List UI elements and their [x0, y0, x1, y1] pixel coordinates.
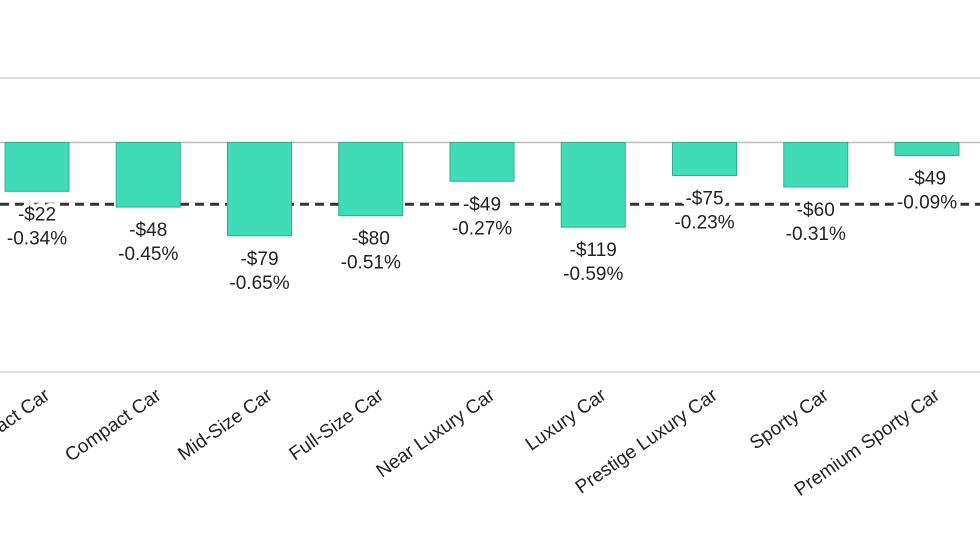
bar: [338, 142, 404, 217]
bar: [115, 142, 181, 208]
dollar-label: -$119: [570, 240, 617, 261]
value-label: -0.51%: [341, 253, 401, 274]
value-label: -0.31%: [786, 224, 846, 245]
dollar-label: -$60: [797, 200, 835, 221]
dollar-label: -$49: [908, 168, 946, 189]
x-tick-label: Compact Car: [61, 385, 165, 467]
value-label: -0.23%: [674, 213, 734, 234]
value-label: -0.27%: [452, 218, 512, 239]
x-tick-label: Sporty Car: [746, 385, 833, 455]
x-tick-label: Subcompact Car: [0, 385, 54, 484]
value-label: -0.09%: [897, 192, 957, 213]
bar: [894, 142, 960, 156]
bar: [227, 142, 292, 237]
bar: [560, 142, 626, 228]
value-label: -0.59%: [563, 264, 623, 285]
value-label: -0.34%: [7, 228, 67, 249]
dollar-label: -$75: [685, 189, 723, 210]
dollar-label: -$22: [18, 204, 56, 225]
value-label: -0.45%: [118, 244, 178, 265]
dollar-label: -$48: [129, 220, 167, 241]
bar: [4, 142, 70, 192]
bar: [449, 142, 515, 182]
x-tick-label: Luxury Car: [522, 385, 611, 456]
dollar-label: -$79: [240, 249, 278, 270]
value-label: -0.65%: [229, 273, 289, 294]
dollar-label: -$80: [352, 229, 390, 250]
dollar-label: -$49: [463, 194, 501, 215]
bar: [672, 142, 737, 177]
x-tick-label: Full-Size Car: [286, 385, 389, 466]
x-tick-label: Near Luxury Car: [373, 385, 500, 483]
bar: [783, 142, 849, 188]
x-tick-label: Mid-Size Car: [174, 385, 277, 466]
